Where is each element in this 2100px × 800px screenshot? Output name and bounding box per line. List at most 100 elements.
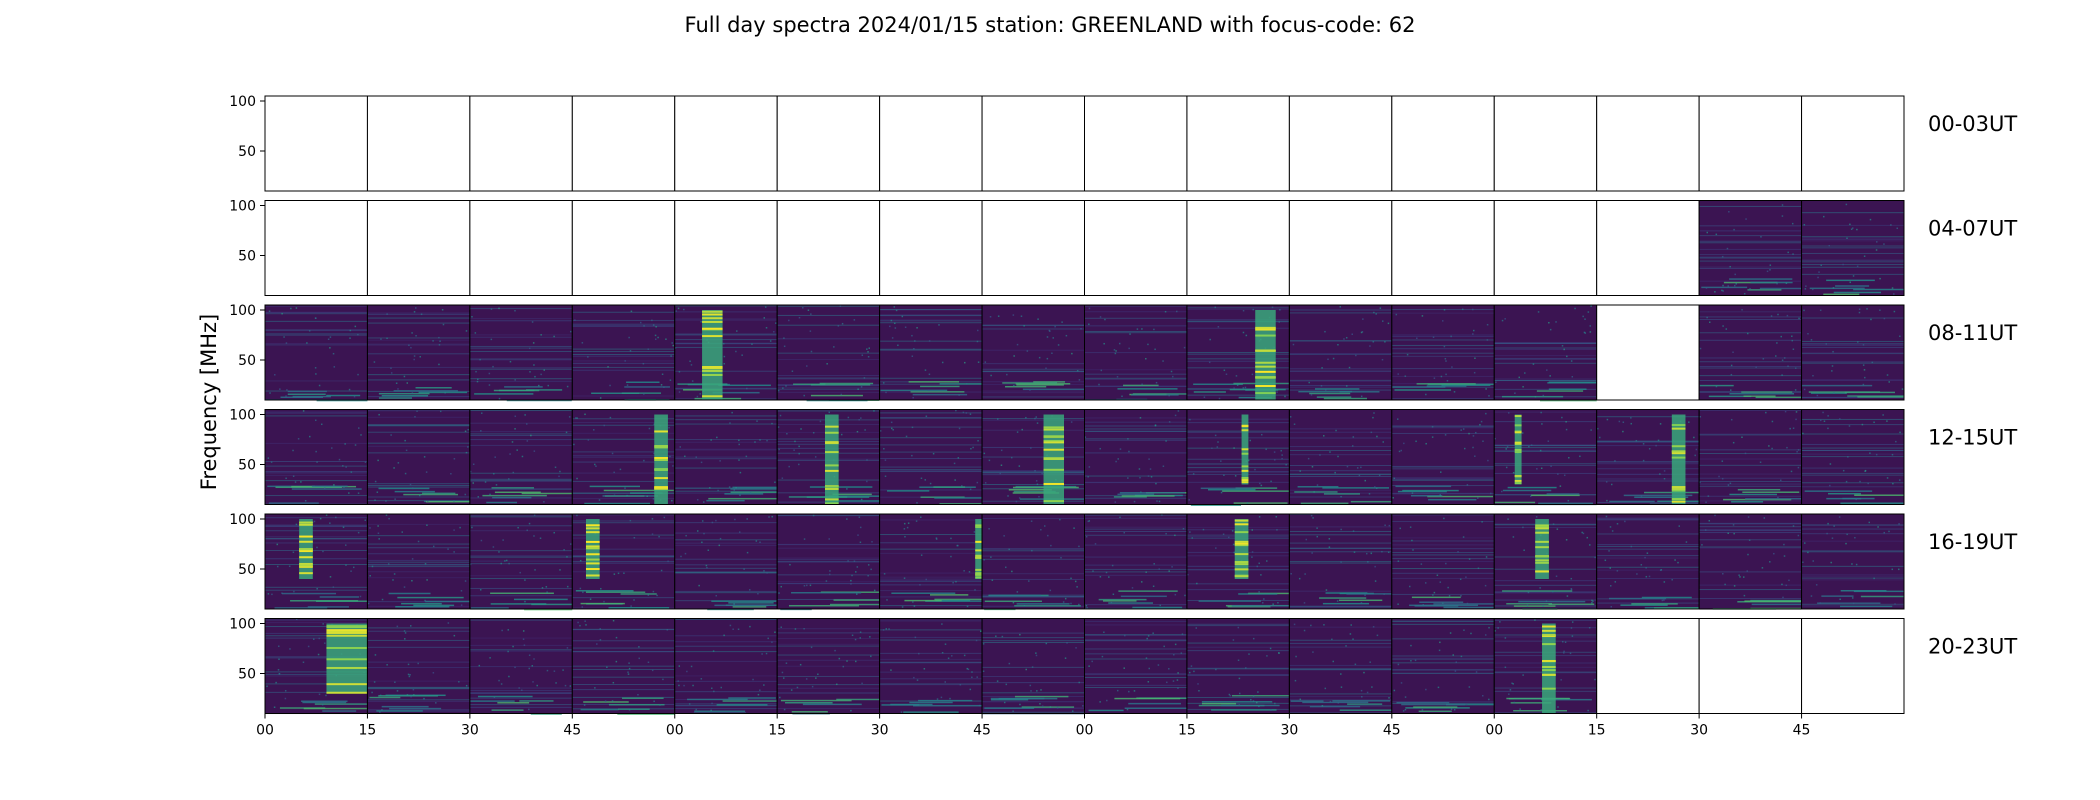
spectrum-speckle <box>596 643 598 645</box>
burst-streak <box>824 469 839 472</box>
spectrum-speckle <box>976 329 979 332</box>
spectrum-line <box>367 559 470 561</box>
burst-streak <box>326 634 368 637</box>
spectrum-band <box>418 391 468 394</box>
burst-body <box>824 414 839 505</box>
spectrum-speckle <box>494 456 496 458</box>
panel <box>366 513 471 610</box>
spectrum-speckle <box>568 416 571 418</box>
spectrum-speckle <box>1140 581 1143 583</box>
spectrum-speckle <box>976 481 979 484</box>
spectrum-line <box>367 416 470 418</box>
spectrum-speckle <box>1438 649 1441 652</box>
spectrum-speckle <box>475 370 477 373</box>
spectrum-line <box>674 311 778 313</box>
spectrum-line <box>572 514 675 516</box>
spectrum-speckle <box>1252 308 1254 311</box>
spectrum-line <box>777 692 880 694</box>
spectrum-line <box>1801 486 1904 488</box>
spectrum-speckle <box>1136 328 1139 330</box>
spectrum-speckle <box>928 373 931 376</box>
x-tick-label: 30 <box>871 723 889 739</box>
spectrum-speckle <box>628 336 630 339</box>
spectrum-background <box>1084 409 1187 505</box>
spectrum-line <box>367 627 470 629</box>
spectrum-speckle <box>1455 661 1458 663</box>
spectrum-speckle <box>1422 604 1425 606</box>
spectrum-speckle <box>796 686 799 689</box>
spectrum-line <box>1699 546 1802 548</box>
spectrum-line <box>367 646 470 648</box>
panel <box>366 618 471 714</box>
spectrum-speckle <box>1361 331 1364 333</box>
spectrum-speckle <box>484 481 487 483</box>
spectrum-speckle <box>1443 345 1446 348</box>
spectrum-speckle <box>1794 367 1797 369</box>
spectrum-speckle <box>1404 708 1407 711</box>
spectrum-band <box>1853 590 1904 593</box>
spectrum-speckle <box>410 695 412 698</box>
spectrum-band <box>1121 495 1175 497</box>
spectrum-line <box>265 312 368 314</box>
spectrum-band <box>376 710 423 712</box>
burst-streak <box>702 373 723 376</box>
spectrum-speckle <box>925 415 928 417</box>
spectrum-speckle <box>1168 421 1171 423</box>
spectrum-speckle <box>1242 387 1245 389</box>
spectrum-speckle <box>1570 360 1573 362</box>
spectrum-speckle <box>1113 349 1116 351</box>
spectrum-speckle <box>611 452 614 455</box>
spectrum-speckle <box>423 697 425 700</box>
spectrum-speckle <box>1891 287 1894 289</box>
spectrum-speckle <box>737 628 740 631</box>
spectrum-band <box>802 703 862 706</box>
spectrum-background <box>367 409 470 505</box>
spectrum-line <box>367 686 470 688</box>
spectrum-line <box>367 666 470 668</box>
spectrum-line <box>879 639 983 641</box>
spectrum-speckle <box>971 671 973 673</box>
spectrum-speckle <box>1242 331 1245 334</box>
spectrum-speckle <box>1168 668 1170 670</box>
spectrum-line <box>879 319 983 321</box>
spectrum-line <box>1289 389 1392 391</box>
burst-streak <box>1234 519 1249 522</box>
spectrum-band <box>1118 590 1178 592</box>
spectrum-speckle <box>1436 574 1439 577</box>
burst-streak <box>326 625 368 628</box>
spectrum-line <box>879 636 983 638</box>
burst-streak <box>1542 659 1556 662</box>
spectrum-speckle <box>1231 530 1234 532</box>
spectrum-speckle <box>1663 581 1666 583</box>
spectrum-speckle <box>1542 394 1545 397</box>
spectrum-speckle <box>406 382 409 384</box>
spectrum-speckle <box>1742 576 1745 578</box>
spectrum-speckle <box>1589 544 1591 546</box>
spectrum-speckle <box>302 410 305 412</box>
spectrum-line <box>1699 571 1802 573</box>
spectrum-speckle <box>867 356 870 358</box>
spectrum-line <box>1289 353 1392 355</box>
spectrum-speckle <box>1433 377 1436 379</box>
spectrum-line <box>1289 386 1392 388</box>
spectrum-speckle <box>1535 516 1538 518</box>
spectrum-line <box>1084 385 1187 387</box>
spectrum-speckle <box>1354 663 1357 666</box>
spectrum-line <box>1186 668 1290 670</box>
spectrum-band <box>378 392 430 395</box>
spectrum-speckle <box>723 355 726 358</box>
spectrum-speckle <box>1732 351 1734 353</box>
spectrum-line <box>777 387 880 389</box>
spectrum-speckle <box>1400 682 1403 684</box>
spectrum-speckle <box>653 700 655 703</box>
burst-streak <box>1535 524 1549 527</box>
spectrum-speckle <box>1875 453 1878 456</box>
spectrum-speckle <box>1724 583 1726 586</box>
spectrum-line <box>1699 256 1802 258</box>
spectrum-line <box>777 628 880 630</box>
spectrum-speckle <box>603 600 605 603</box>
panel <box>674 200 778 296</box>
spectrum-line <box>1084 514 1187 516</box>
burst-streak <box>1241 481 1249 484</box>
spectrum-speckle <box>1266 655 1268 657</box>
